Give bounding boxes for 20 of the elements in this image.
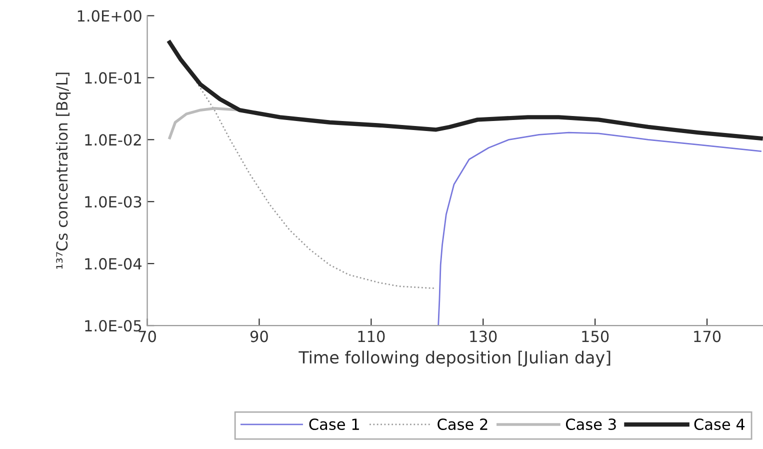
x-tick-label: 150 xyxy=(582,330,609,342)
x-tick-label: 110 xyxy=(358,330,385,342)
legend-label: Case 4 xyxy=(694,418,745,430)
line-series xyxy=(438,132,762,326)
y-tick-label: 1.0E-05 xyxy=(85,320,142,332)
x-tick-label: 90 xyxy=(250,330,268,342)
x-tick-label: 130 xyxy=(470,330,497,342)
legend-label: Case 3 xyxy=(566,418,616,430)
x-tick-label: 170 xyxy=(694,330,721,342)
y-axis-title: ¹³⁷Cs concentration [Bq/L] xyxy=(56,72,71,269)
x-axis-title: Time following deposition [Julian day] xyxy=(298,350,610,367)
y-tick-label: 1.0E-02 xyxy=(85,134,141,146)
line-series xyxy=(168,40,763,140)
y-tick-label: 1.0E-03 xyxy=(85,196,142,208)
x-tick-label: 70 xyxy=(138,330,156,342)
legend-label: Case 2 xyxy=(438,418,488,430)
y-tick-label: 1.0E-01 xyxy=(85,72,141,84)
y-tick-label: 1.0E-04 xyxy=(85,258,142,270)
legend-label: Case 1 xyxy=(309,418,359,430)
y-tick-label: 1.0E+00 xyxy=(78,10,142,22)
